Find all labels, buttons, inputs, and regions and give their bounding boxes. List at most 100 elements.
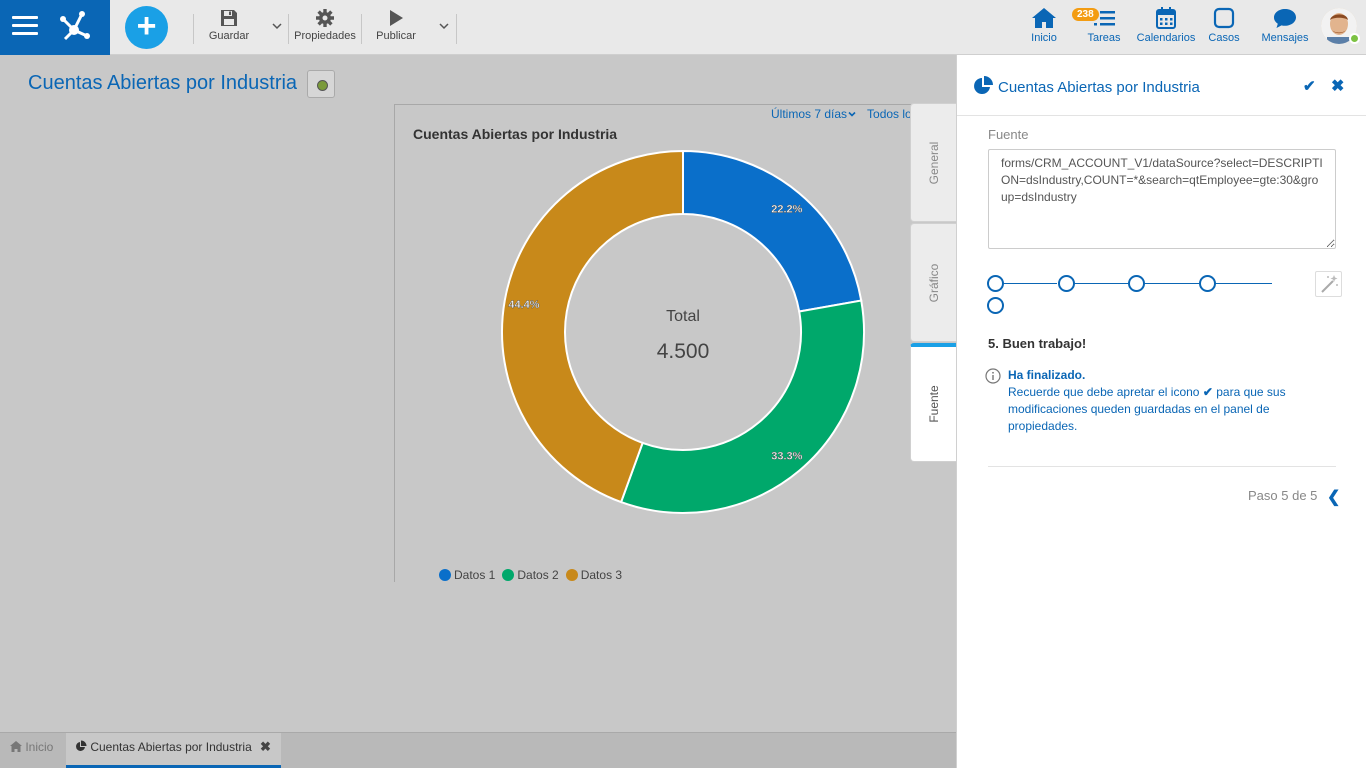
chart-title: Cuentas Abiertas por Industria [413,126,618,142]
wizard-button[interactable] [1315,271,1342,297]
step-connector [1002,283,1057,284]
gear-icon [316,9,334,27]
tab-general-label: General [927,141,941,184]
period-filter-link[interactable]: Últimos 7 días [771,107,857,121]
close-icon[interactable]: ✖ [1331,78,1345,95]
calendar-icon [1156,7,1176,29]
add-icon: + [136,7,157,45]
nav-calendars-label: Calendarios [1136,32,1196,44]
publish-button[interactable]: Publicar [372,8,420,42]
nav-home[interactable]: Inicio [1026,6,1062,44]
step-dot-2[interactable] [1058,275,1075,292]
step-dot-3[interactable] [1128,275,1145,292]
home-icon [1032,8,1056,28]
step-pager: Paso 5 de 5 [1248,488,1318,503]
bottom-tab-home[interactable]: Inicio [0,733,66,768]
save-icon [221,10,237,26]
info-divider [988,466,1336,467]
nav-cases-label: Casos [1208,32,1240,44]
bottom-tab-bar: Inicio Cuentas Abiertas por Industria ✖ [0,732,956,768]
legend-swatch [439,569,451,581]
period-filter-label: Últimos 7 días [771,107,848,121]
panel-divider [957,115,1366,116]
messages-icon [1274,9,1296,28]
menu-block [0,0,110,55]
step-heading: 5. Buen trabajo! [988,336,1087,351]
legend-swatch [502,569,515,581]
status-toggle-button[interactable] [307,70,335,98]
add-button[interactable]: + [125,6,168,49]
user-photo [1321,8,1357,44]
pie-icon [76,740,87,751]
step-connector [1073,283,1128,284]
info-message: Ha finalizado. Recuerde que debe apretar… [1008,367,1308,435]
source-textarea[interactable]: forms/CRM_ACCOUNT_V1/dataSource?select=D… [988,149,1336,249]
save-button[interactable]: Guardar [206,8,252,42]
legend-item[interactable]: Datos 1 [439,568,495,582]
chart-card: Últimos 7 días Todos los Cuentas Abiertas… [394,104,918,582]
legend-item[interactable]: Datos 3 [565,568,622,582]
step-dot-5[interactable] [987,297,1004,314]
toolbar-separator [193,14,194,44]
slice-value-label: 22.2% [771,203,802,215]
online-status-dot [1349,33,1360,44]
nav-messages[interactable]: Mensajes [1259,6,1311,44]
check-icon[interactable]: ✔ [1303,78,1316,95]
nav-cases[interactable]: Casos [1207,6,1241,44]
tab-general[interactable]: General [910,103,957,222]
chevron-left-icon[interactable]: ❮ [1327,489,1341,506]
source-field-label: Fuente [988,127,1029,142]
info-text-after: para que sus modificaciones queden guard… [1008,385,1286,433]
toolbar-separator [361,14,362,44]
nav-messages-label: Mensajes [1261,32,1309,44]
step-connector [1144,283,1199,284]
properties-panel: Cuentas Abiertas por Industria ✔ ✖ Fuent… [956,55,1366,768]
legend-item[interactable]: Datos 2 [502,568,559,582]
logo-icon[interactable] [54,6,94,46]
info-text-before: Recuerde que debe apretar el icono [1008,385,1200,399]
donut-chart: 22.2% 33.3% 44.4% Total 4.500 [501,149,865,514]
all-filter-link[interactable]: Todos los [867,107,918,121]
cases-icon [1213,7,1235,29]
nav-tasks-label: Tareas [1087,32,1121,44]
donut-slice-2[interactable] [619,299,865,514]
publish-label: Publicar [376,30,416,42]
toolbar-separator [456,14,457,44]
close-tab-icon[interactable]: ✖ [260,739,271,754]
home-icon [10,741,22,752]
properties-button[interactable]: Propiedades [292,8,358,42]
bottom-tab-home-label: Inicio [25,740,54,754]
bottom-tab-chart-label: Cuentas Abiertas por Industria [90,740,252,754]
donut-slice-3[interactable] [501,149,684,504]
tab-chart-label: Gráfico [927,263,941,302]
info-title: Ha finalizado. [1008,368,1086,382]
tab-source-label: Fuente [927,385,941,423]
properties-label: Propiedades [294,30,356,42]
card-filter-links: Últimos 7 días Todos los [771,107,928,121]
menu-icon[interactable] [12,16,38,38]
nav-calendars[interactable]: Calendarios [1134,6,1198,44]
save-label: Guardar [208,30,250,42]
step-progress [985,273,1285,314]
step-dot-4[interactable] [1199,275,1216,292]
step-connector [1215,283,1272,284]
chevron-down-icon [848,111,856,117]
slice-value-label: 44.4% [508,299,539,311]
info-icon [985,368,1001,384]
legend-swatch [565,569,578,581]
legend-label: Datos 2 [517,568,559,582]
tab-chart[interactable]: Gráfico [910,223,957,342]
page-title: Cuentas Abiertas por Industria [28,72,298,94]
chevron-down-icon[interactable] [271,20,283,32]
tasks-badge: 238 [1072,8,1099,21]
step-dot-1[interactable] [987,275,1004,292]
tab-source[interactable]: Fuente [910,343,957,462]
bottom-tab-chart[interactable]: Cuentas Abiertas por Industria ✖ [66,733,281,768]
chart-legend: Datos 1 Datos 2 Datos 3 [439,568,629,582]
nav-home-label: Inicio [1031,32,1057,44]
donut-slice-1[interactable] [682,149,863,313]
toolbar-separator [288,14,289,44]
top-toolbar: + Guardar Propiedades Publicar [0,0,1366,55]
avatar[interactable] [1321,8,1357,44]
chevron-down-icon[interactable] [438,20,450,32]
